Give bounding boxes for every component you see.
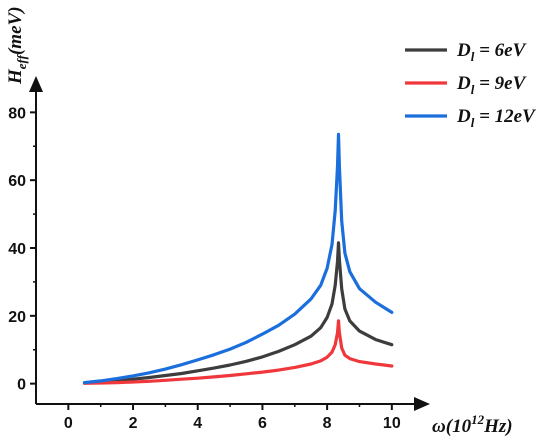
x-tick-label: 6 [258, 415, 267, 432]
legend-label-3: Dl = 12eV [456, 106, 536, 130]
series-line-2 [82, 319, 394, 385]
y-axis-title: Heff(meV) [5, 6, 29, 85]
x-tick-label: 4 [193, 415, 202, 432]
legend-label-rest: = 6eV [474, 40, 526, 61]
series-line-1 [82, 241, 394, 385]
legend-label-sub: l [471, 49, 475, 64]
series-group [82, 132, 394, 385]
x-ticks: 0 2 4 6 8 10 [64, 404, 401, 432]
x-tick-label: 2 [129, 415, 138, 432]
y-tick-label: 80 [8, 105, 26, 122]
x-tick-label: 10 [383, 415, 401, 432]
legend-label-sub: l [471, 115, 475, 130]
legend-label-2: Dl = 9eV [456, 73, 527, 97]
series-line-3 [82, 132, 394, 385]
legend-label-1: Dl = 6eV [456, 40, 527, 64]
legend-label-rest: = 9eV [474, 73, 526, 94]
x-axis-title-base: ω(10 [432, 416, 472, 437]
legend-label-base: D [456, 73, 471, 94]
y-ticks: 0 20 40 60 80 [8, 105, 36, 394]
axes: 0 2 4 6 8 10 0 20 40 60 80 [8, 76, 430, 432]
y-axis-title-rest: (meV) [5, 6, 26, 55]
legend-label-sub: l [471, 82, 475, 97]
y-axis-arrow [29, 76, 43, 92]
x-axis-arrow [414, 397, 430, 411]
legend-label-base: D [456, 40, 471, 61]
y-tick-label: 0 [17, 377, 26, 394]
x-tick-label: 0 [64, 415, 73, 432]
y-tick-label: 60 [8, 173, 26, 190]
x-tick-label: 8 [323, 415, 332, 432]
y-axis-title-base: H [5, 68, 26, 85]
legend-label-base: D [456, 106, 471, 127]
legend-label-rest: = 12eV [474, 106, 536, 127]
x-axis-title: ω(1012Hz) [432, 412, 513, 437]
y-tick-label: 40 [8, 241, 26, 258]
x-axis-title-rest: Hz) [483, 416, 513, 437]
x-axis-title-sup: 12 [471, 412, 485, 427]
y-axis-title-sub: eff [14, 53, 29, 69]
y-tick-label: 20 [8, 309, 26, 326]
